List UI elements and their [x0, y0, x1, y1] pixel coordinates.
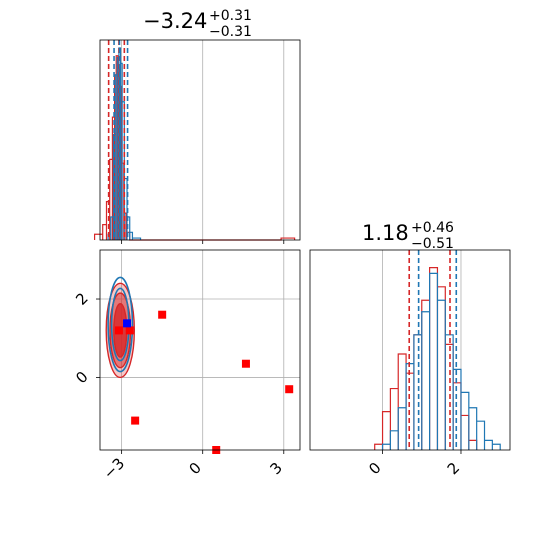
p2-xtick-label-1: 0 [185, 459, 204, 478]
p1-frame [99, 39, 301, 241]
top-left-histogram-panel [93, 39, 301, 244]
p2-contour-blue-0 [107, 276, 134, 373]
p2-point-red-1 [241, 359, 250, 368]
p3-title-sub: −0.51 [411, 236, 454, 252]
p2-xtick-label-2: 3 [267, 459, 286, 478]
p3-xtick-label-1: 2 [444, 459, 463, 478]
p3-xtick-label-0: 0 [365, 459, 384, 478]
p2-point-red-0 [158, 310, 167, 319]
p2-ytick-label-0: 0 [72, 368, 91, 387]
p2-point-red-center-1 [125, 326, 134, 335]
p2-point-blue-0 [123, 319, 132, 328]
p3-title-main: 1.18 [362, 221, 409, 245]
p3-hist-blue [381, 272, 501, 450]
p1-title-main: −3.24 [143, 9, 207, 33]
p2-xtick-label-0: −3 [100, 454, 128, 482]
p2-frame [99, 249, 301, 451]
p2-point-red-3 [131, 416, 140, 425]
p3-title-sup: +0.46 [411, 220, 454, 236]
p2-ytick-label-1: 2 [72, 289, 91, 308]
p2-point-red-center-0 [114, 326, 123, 335]
p1-title-sup: +0.31 [209, 8, 252, 24]
p1-hist-red [93, 55, 296, 241]
p3-frame [309, 249, 511, 451]
bottom-left-2d-panel: −3 0 3 0 2 [72, 249, 301, 483]
p1-title-sub: −0.31 [209, 24, 252, 40]
p2-point-red-2 [285, 385, 294, 394]
